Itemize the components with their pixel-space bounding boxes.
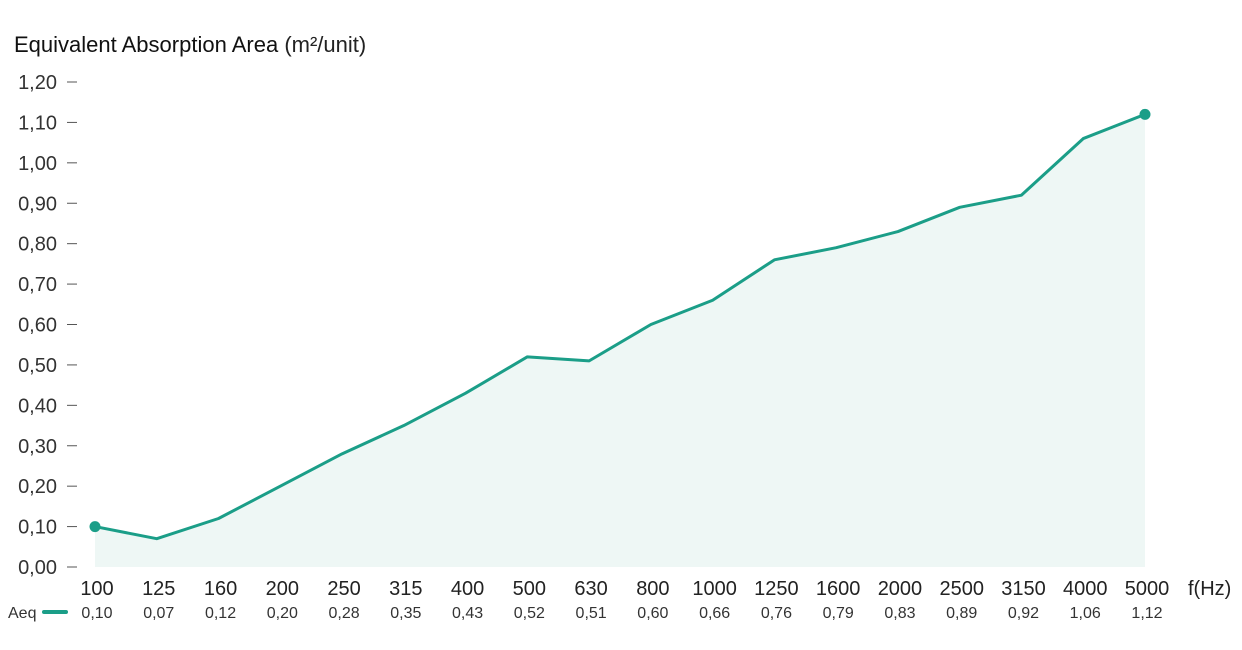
y-tick-label: 0,80: [18, 234, 57, 256]
y-tick-label: 1,00: [18, 153, 57, 175]
area-fill: [95, 114, 1145, 567]
y-axis: 0,00 0,10 0,20 0,30 0,40 0,50 0,60 0,70 0,80 0,90…: [18, 72, 77, 579]
x-tick-label: 160: [204, 578, 237, 600]
value-label: 0,89: [946, 605, 977, 622]
x-tick-label: 5000: [1125, 578, 1170, 600]
value-label: 0,28: [328, 605, 359, 622]
x-tick-label: 125: [142, 578, 175, 600]
x-axis: 100 125 160 200 250 315 400 500 630 800 1000 1250 16…: [80, 578, 1169, 600]
value-label: 0,07: [143, 605, 174, 622]
value-label: 0,66: [699, 605, 730, 622]
endpoints: [89, 108, 1151, 533]
value-label: 0,79: [823, 605, 854, 622]
y-tick-label: 0,00: [18, 557, 57, 579]
value-label: 0,60: [637, 605, 668, 622]
y-tick-label: 0,60: [18, 315, 57, 337]
x-tick-label: 200: [266, 578, 299, 600]
x-tick-label: 400: [451, 578, 484, 600]
x-tick-label: 2000: [878, 578, 923, 600]
y-tick-label: 0,90: [18, 193, 57, 215]
series-line-aeq: [94, 112, 1146, 541]
value-label: 0,52: [514, 605, 545, 622]
value-label: 0,12: [205, 605, 236, 622]
legend-label: Aeq: [8, 605, 36, 622]
x-tick-label: 315: [389, 578, 422, 600]
x-tick-label: 1000: [692, 578, 737, 600]
x-tick-label: 1250: [754, 578, 799, 600]
y-tick-label: 1,20: [18, 72, 57, 94]
x-tick-label: 100: [80, 578, 113, 600]
y-tick-label: 0,20: [18, 476, 57, 498]
value-label: 0,51: [576, 605, 607, 622]
value-label: 0,10: [81, 605, 112, 622]
value-label: 0,35: [390, 605, 421, 622]
value-label: 0,76: [761, 605, 792, 622]
value-label: 0,92: [1008, 605, 1039, 622]
value-label: 1,06: [1070, 605, 1101, 622]
y-tick-label: 0,40: [18, 395, 57, 417]
value-label: 1,12: [1131, 605, 1162, 622]
x-tick-label: 800: [636, 578, 669, 600]
y-tick-label: 0,30: [18, 436, 57, 458]
y-tick-label: 0,50: [18, 355, 57, 377]
y-tick-label: 0,10: [18, 517, 57, 539]
x-tick-label: 3150: [1001, 578, 1046, 600]
x-tick-label: 250: [327, 578, 360, 600]
data-point: [89, 521, 101, 533]
value-label: 0,83: [884, 605, 915, 622]
data-point: [1139, 108, 1151, 120]
chart-unit: (m²/unit): [284, 32, 366, 57]
x-tick-label: 500: [513, 578, 546, 600]
y-tick-label: 0,70: [18, 274, 57, 296]
x-tick-label: 1600: [816, 578, 861, 600]
x-tick-label: 2500: [939, 578, 984, 600]
x-tick-label: 4000: [1063, 578, 1108, 600]
y-tick-label: 1,10: [18, 112, 57, 134]
x-tick-label: 630: [574, 578, 607, 600]
value-label: 0,43: [452, 605, 483, 622]
chart-title: Equivalent Absorption Area (m²/unit): [14, 32, 366, 57]
value-labels: 0,10 0,07 0,12 0,20 0,28 0,35 0,43 0,52 0,51 0,60…: [81, 605, 1162, 622]
value-label: 0,20: [267, 605, 298, 622]
x-axis-label: f(Hz): [1188, 578, 1231, 600]
